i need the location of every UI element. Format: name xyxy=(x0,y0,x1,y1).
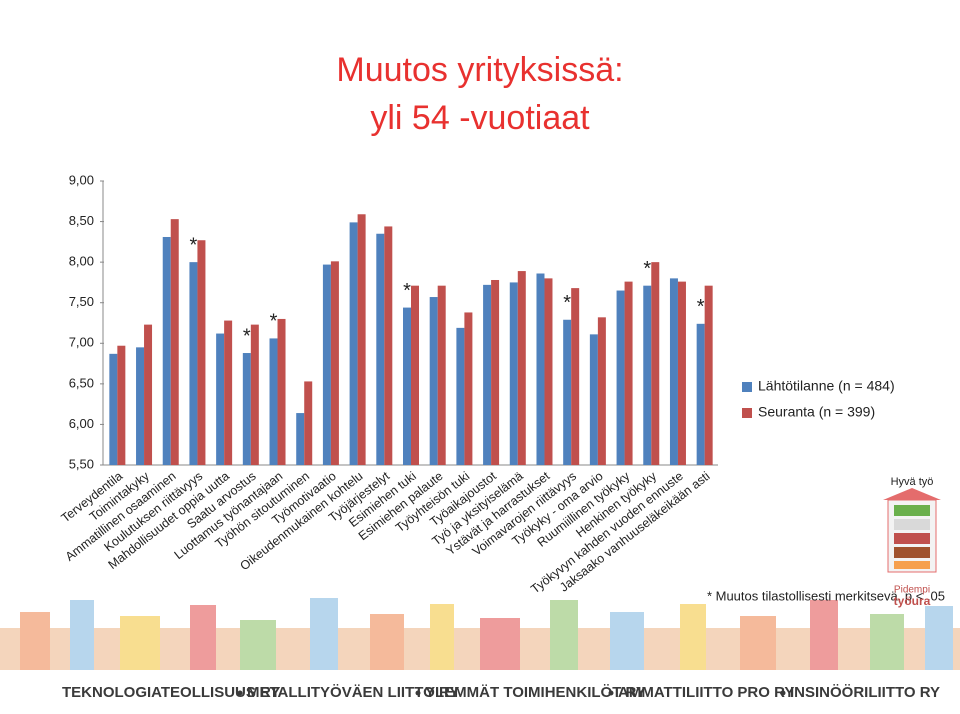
bar xyxy=(349,222,358,465)
footer-bullet xyxy=(237,690,243,696)
asterisk: * xyxy=(697,296,705,318)
footer-org: YLEMMÄT TOIMIHENKILÖT RY xyxy=(425,684,646,701)
y-tick-label: 6,50 xyxy=(69,375,94,390)
bar xyxy=(250,324,259,465)
bar xyxy=(597,317,606,465)
bar xyxy=(536,273,545,465)
bar xyxy=(509,282,518,465)
bar xyxy=(517,271,526,465)
bar xyxy=(216,333,225,465)
bar xyxy=(616,290,625,465)
bar xyxy=(296,413,305,465)
bar xyxy=(269,338,278,465)
bar xyxy=(304,381,313,465)
asterisk: * xyxy=(243,325,251,347)
footer-org: METALLITYÖVÄEN LIITTO RY xyxy=(247,684,459,701)
footer-band xyxy=(0,672,960,714)
bar xyxy=(144,324,153,465)
bar xyxy=(643,285,652,465)
footer-org: TEKNOLOGIATEOLLISUUS RY xyxy=(62,684,280,701)
bar xyxy=(624,281,633,465)
logo-line: työura xyxy=(894,594,931,608)
footer-org: INSINÖÖRILIITTO RY xyxy=(790,684,940,701)
bar xyxy=(403,307,411,465)
footer-bullet xyxy=(780,690,786,696)
asterisk: * xyxy=(190,234,198,256)
asterisk: * xyxy=(643,258,651,280)
bar xyxy=(429,297,438,465)
bar xyxy=(544,278,553,465)
y-tick-label: 8,50 xyxy=(69,213,94,228)
asterisk: * xyxy=(403,280,411,302)
bar xyxy=(136,347,145,465)
y-tick-label: 7,00 xyxy=(69,335,94,350)
chart-title: Muutos yrityksissä: xyxy=(336,51,623,89)
bar xyxy=(411,285,419,465)
bar xyxy=(696,323,705,465)
asterisk: * xyxy=(270,311,278,333)
bar xyxy=(330,261,339,465)
bar xyxy=(677,281,686,465)
bar xyxy=(704,285,713,465)
logo-line: Pidempi xyxy=(894,585,930,596)
y-tick-label: 8,00 xyxy=(69,254,94,269)
legend-swatch xyxy=(742,382,752,392)
chart-subtitle: yli 54 -vuotiaat xyxy=(370,99,590,137)
logo: Hyvä työ Pidempi työura xyxy=(883,476,941,608)
asterisk: * xyxy=(563,292,571,314)
y-tick-label: 9,00 xyxy=(69,172,94,187)
bar xyxy=(117,345,126,465)
bar xyxy=(197,240,206,465)
bar xyxy=(162,236,171,465)
bar xyxy=(571,288,580,465)
legend-swatch xyxy=(742,408,752,418)
bar xyxy=(384,226,393,465)
footer-bullet xyxy=(608,690,614,696)
bar xyxy=(589,334,598,465)
y-tick-label: 7,50 xyxy=(69,294,94,309)
bar xyxy=(464,312,473,465)
footnote: * Muutos tilastollisesti merkitsevä, p <… xyxy=(707,588,945,603)
logo-top: Hyvä työ xyxy=(891,476,934,488)
footer-bullet xyxy=(415,690,421,696)
skyline xyxy=(0,598,960,670)
bar xyxy=(277,318,286,465)
legend-label: Seuranta (n = 399) xyxy=(758,404,875,420)
bar xyxy=(483,284,492,465)
bar xyxy=(437,285,446,465)
legend-label: Lähtötilanne (n = 484) xyxy=(758,378,895,394)
bar xyxy=(456,327,465,465)
bar xyxy=(322,264,331,465)
bar xyxy=(491,279,500,465)
bar xyxy=(376,233,385,465)
bar xyxy=(563,319,572,465)
bar xyxy=(170,219,179,465)
bar xyxy=(242,353,251,465)
bar xyxy=(357,214,366,465)
y-tick-label: 5,50 xyxy=(69,456,94,471)
y-tick-label: 6,00 xyxy=(69,416,94,431)
bar xyxy=(651,262,660,465)
bar xyxy=(224,320,233,465)
bar xyxy=(109,353,118,465)
bar xyxy=(189,262,198,465)
bar xyxy=(669,278,678,465)
footer-org: AMMATTILIITTO PRO RY xyxy=(618,684,794,701)
